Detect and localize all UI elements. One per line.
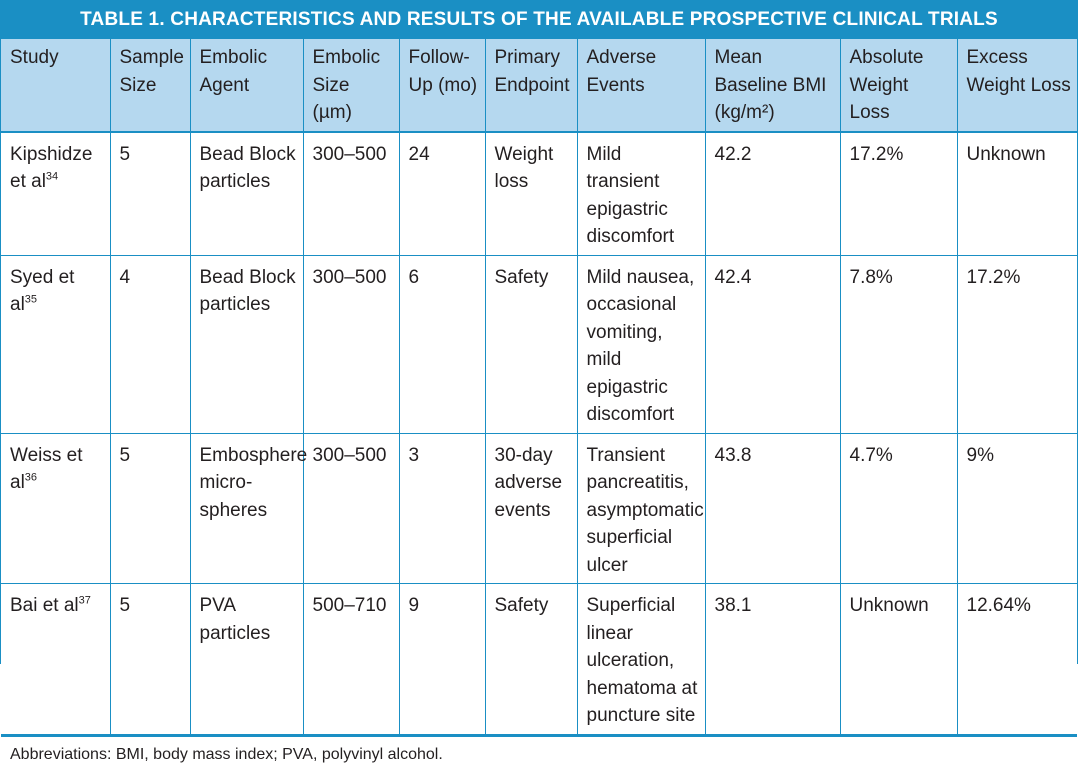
cell-absolute-weight-loss: Unknown bbox=[839, 583, 958, 735]
cell-embolic-agent: Bead Block particles bbox=[189, 130, 304, 256]
cell-embolic-agent: Embosphere micro-spheres bbox=[189, 432, 307, 584]
cell-follow-up: 6 bbox=[398, 254, 486, 434]
cell-absolute-weight-loss: 17.2% bbox=[839, 130, 958, 256]
table-footnote: Abbreviations: BMI, body mass index; PVA… bbox=[1, 734, 1077, 773]
table-row: Kipshidze et al34 5 Bead Block particles… bbox=[1, 130, 1077, 256]
cell-excess-weight-loss: 9% bbox=[956, 432, 1077, 584]
cell-sample-size: 5 bbox=[109, 583, 191, 735]
column-header-embolic-agent: Embolic Agent bbox=[189, 38, 304, 132]
column-header-follow-up: Follow-Up (mo) bbox=[398, 38, 486, 132]
cell-study: Syed et al35 bbox=[1, 254, 111, 434]
cell-mean-bmi: 43.8 bbox=[704, 432, 841, 584]
cell-study: Kipshidze et al34 bbox=[1, 130, 111, 256]
cell-primary-endpoint: 30-day adverse events bbox=[484, 432, 578, 584]
cell-adverse-events: Transient pancreatitis, asymptomatic sup… bbox=[576, 432, 706, 584]
cell-sample-size: 5 bbox=[109, 130, 191, 256]
cell-excess-weight-loss: 17.2% bbox=[956, 254, 1077, 434]
cell-mean-bmi: 42.4 bbox=[704, 254, 841, 434]
cell-excess-weight-loss: 12.64% bbox=[956, 583, 1077, 735]
cell-mean-bmi: 42.2 bbox=[704, 130, 841, 256]
cell-embolic-size: 300–500 bbox=[302, 130, 400, 256]
cell-adverse-events: Mild nausea, occasional vomiting, mild e… bbox=[576, 254, 706, 434]
column-header-study: Study bbox=[1, 38, 111, 132]
cell-adverse-events: Superficial linear ulceration, hematoma … bbox=[576, 583, 706, 735]
study-name: Syed et al bbox=[10, 266, 75, 316]
cell-sample-size: 5 bbox=[109, 432, 191, 584]
cell-embolic-size: 500–710 bbox=[302, 583, 400, 735]
header-row: Study Sample Size Embolic Agent Embolic … bbox=[1, 38, 1077, 132]
clinical-trials-table: Study Sample Size Embolic Agent Embolic … bbox=[1, 38, 1077, 735]
study-name: Weiss et al bbox=[10, 444, 83, 494]
cell-primary-endpoint: Safety bbox=[484, 254, 578, 434]
column-header-absolute-weight-loss: Absolute Weight Loss bbox=[839, 38, 958, 132]
reference-superscript: 34 bbox=[45, 170, 59, 183]
column-header-primary-endpoint: Primary Endpoint bbox=[484, 38, 578, 132]
cell-sample-size: 4 bbox=[109, 254, 191, 434]
reference-superscript: 36 bbox=[24, 471, 38, 484]
cell-primary-endpoint: Weight loss bbox=[484, 130, 578, 256]
cell-follow-up: 9 bbox=[398, 583, 486, 735]
study-name: Bai et al bbox=[10, 595, 79, 616]
cell-adverse-events: Mild transient epigastric discomfort bbox=[576, 130, 706, 256]
table-title: TABLE 1. CHARACTERISTICS AND RESULTS OF … bbox=[1, 1, 1077, 38]
cell-follow-up: 24 bbox=[398, 130, 486, 256]
cell-embolic-agent: PVA particles bbox=[189, 583, 304, 735]
reference-superscript: 35 bbox=[24, 293, 38, 306]
cell-embolic-size: 300–500 bbox=[302, 254, 400, 434]
column-header-mean-bmi: Mean Baseline BMI (kg/m²) bbox=[704, 38, 841, 132]
cell-study: Bai et al37 bbox=[1, 583, 111, 735]
cell-absolute-weight-loss: 7.8% bbox=[839, 254, 958, 434]
study-name: Kipshidze et al bbox=[10, 143, 93, 193]
cell-embolic-size: 300–500 bbox=[302, 432, 400, 584]
cell-study: Weiss et al36 bbox=[1, 432, 111, 584]
table-row: Weiss et al36 5 Embosphere micro-spheres… bbox=[1, 432, 1077, 584]
column-header-sample-size: Sample Size bbox=[109, 38, 191, 132]
column-header-embolic-size: Embolic Size (µm) bbox=[302, 38, 400, 132]
cell-mean-bmi: 38.1 bbox=[704, 583, 841, 735]
column-header-excess-weight-loss: Excess Weight Loss bbox=[956, 38, 1077, 132]
cell-embolic-agent: Bead Block particles bbox=[189, 254, 304, 434]
table-row: Bai et al37 5 PVA particles 500–710 9 Sa… bbox=[1, 583, 1077, 735]
table-row: Syed et al35 4 Bead Block particles 300–… bbox=[1, 254, 1077, 434]
cell-follow-up: 3 bbox=[398, 432, 486, 584]
cell-primary-endpoint: Safety bbox=[484, 583, 578, 735]
cell-excess-weight-loss: Unknown bbox=[956, 130, 1077, 256]
cell-absolute-weight-loss: 4.7% bbox=[839, 432, 958, 584]
column-header-adverse-events: Adverse Events bbox=[576, 38, 706, 132]
reference-superscript: 37 bbox=[78, 594, 91, 607]
